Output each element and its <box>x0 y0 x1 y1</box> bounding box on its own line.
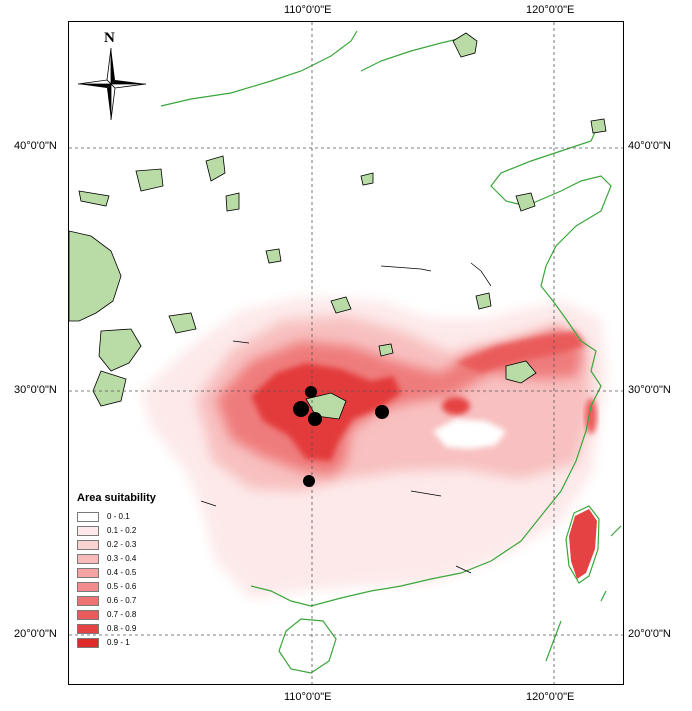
coastline-north <box>160 30 472 107</box>
legend-row: 0.2 - 0.3 <box>77 538 187 551</box>
legend-label: 0 - 0.1 <box>107 512 130 521</box>
small-outline-3 <box>232 340 250 344</box>
top-label-120e: 120°0'0"E <box>526 4 575 16</box>
small-outline-4 <box>410 490 442 497</box>
top-label-110e: 110°0'0"E <box>284 4 332 16</box>
legend-row: 0.6 - 0.7 <box>77 594 187 607</box>
occurrence-point <box>375 405 389 419</box>
legend-swatch <box>77 511 99 522</box>
water-body-1 <box>205 155 226 182</box>
legend-swatch <box>77 581 99 592</box>
legend-row: 0.5 - 0.6 <box>77 580 187 593</box>
legend-label: 0.7 - 0.8 <box>107 610 137 619</box>
graticule <box>69 22 623 684</box>
water-body-6 <box>505 360 537 384</box>
suitability-zone-coast-east <box>585 398 597 434</box>
water-body-10 <box>330 296 352 314</box>
coastline <box>160 30 622 674</box>
legend-row: 0.1 - 0.2 <box>77 524 187 537</box>
coastline-taiwan <box>565 505 600 584</box>
water-body-west-large <box>69 230 122 322</box>
water-body-2 <box>135 168 164 192</box>
legend-row: 0.9 - 1 <box>77 636 187 649</box>
suitability-white-gap <box>433 419 506 449</box>
legend-row: 0.3 - 0.4 <box>77 552 187 565</box>
water-body-13 <box>360 172 374 186</box>
coastline-hainan <box>278 618 337 674</box>
water-body-7 <box>378 343 394 357</box>
suitability-raster <box>141 297 607 599</box>
left-label-30n: 30°0'0"N <box>14 384 57 396</box>
water-body-9 <box>515 192 536 212</box>
legend-rows: 0 - 0.1 0.1 - 0.2 0.2 - 0.3 0.3 - 0.4 0.4 - … <box>77 510 187 649</box>
water-body-11 <box>475 292 492 310</box>
legend-label: 0.3 - 0.4 <box>107 554 137 563</box>
left-label-40n: 40°0'0"N <box>14 140 57 152</box>
legend-swatch <box>77 595 99 606</box>
legend-label: 0.1 - 0.2 <box>107 526 137 535</box>
legend-swatch <box>77 623 99 634</box>
right-label-20n: 20°0'0"N <box>628 628 671 640</box>
north-label: N <box>104 30 115 46</box>
legend-row: 0.8 - 0.9 <box>77 622 187 635</box>
small-outline-2 <box>470 262 492 287</box>
bottom-label-110e: 110°0'0"E <box>284 691 332 703</box>
legend-row: 0 - 0.1 <box>77 510 187 523</box>
occurrence-point <box>303 475 315 487</box>
map-canvas <box>69 22 623 684</box>
coastline-east <box>250 118 612 607</box>
legend-label: 0.4 - 0.5 <box>107 568 137 577</box>
legend: Area suitability 0 - 0.1 0.1 - 0.2 0.2 - 0… <box>77 492 187 650</box>
occurrence-point <box>305 386 317 398</box>
legend-row: 0.4 - 0.5 <box>77 566 187 579</box>
water-body-west-south <box>92 370 127 407</box>
legend-title: Area suitability <box>77 492 156 504</box>
left-label-20n: 20°0'0"N <box>14 628 57 640</box>
right-label-30n: 30°0'0"N <box>628 384 671 396</box>
occurrence-point <box>293 401 309 417</box>
right-label-40n: 40°0'0"N <box>628 140 671 152</box>
water-body-14 <box>265 248 282 264</box>
water-bodies <box>69 32 607 420</box>
small-outline-6 <box>455 565 472 574</box>
water-body-12 <box>225 192 240 212</box>
legend-label: 0.6 - 0.7 <box>107 596 137 605</box>
map-frame <box>68 21 624 685</box>
compass-rose-icon <box>77 47 147 120</box>
small-water-outlines <box>200 262 492 574</box>
legend-label: 0.5 - 0.6 <box>107 582 137 591</box>
legend-swatch <box>77 609 99 620</box>
legend-row: 0.7 - 0.8 <box>77 608 187 621</box>
legend-swatch <box>77 567 99 578</box>
water-body-west-mid <box>98 328 142 372</box>
legend-swatch <box>77 525 99 536</box>
water-body-northeast-lake <box>452 32 478 58</box>
legend-swatch <box>77 539 99 550</box>
occurrence-points <box>293 386 389 487</box>
suitability-zone-taiwan <box>569 509 597 579</box>
bottom-label-120e: 120°0'0"E <box>526 691 575 703</box>
occurrence-point <box>308 412 322 426</box>
legend-label: 0.8 - 0.9 <box>107 624 137 633</box>
water-body-3 <box>78 190 110 207</box>
coastline-far-east <box>545 525 622 662</box>
north-arrow: N <box>74 30 148 120</box>
small-outline-5 <box>200 500 217 507</box>
suitability-zone-northeast-band <box>456 331 586 373</box>
small-outline-1 <box>380 265 432 272</box>
legend-swatch <box>77 553 99 564</box>
legend-label: 0.9 - 1 <box>107 638 130 647</box>
water-body-4 <box>168 312 197 334</box>
legend-swatch <box>77 637 99 648</box>
legend-label: 0.2 - 0.3 <box>107 540 137 549</box>
water-body-8 <box>590 118 607 134</box>
suitability-zone-central-spot <box>442 397 470 415</box>
